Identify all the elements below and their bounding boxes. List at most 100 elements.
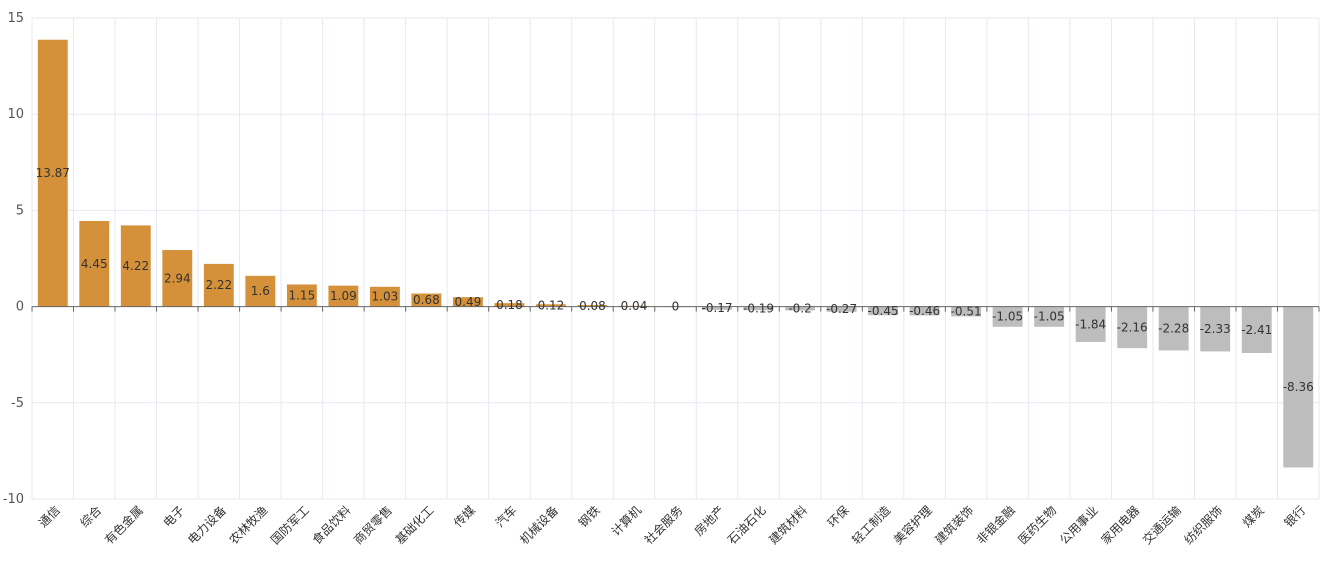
x-tick-label: 轻工制造 xyxy=(849,503,893,547)
data-label: -0.19 xyxy=(743,301,774,315)
data-label: 0.18 xyxy=(496,298,523,312)
x-tick-label: 煤炭 xyxy=(1240,503,1267,530)
bar-电力设备 xyxy=(203,263,234,307)
x-tick-label: 家用电器 xyxy=(1098,503,1143,548)
x-tick-label: 环保 xyxy=(825,503,852,530)
bar-传媒 xyxy=(452,297,483,307)
bar-建筑材料 xyxy=(785,306,815,311)
bar-商贸零售 xyxy=(369,286,400,307)
data-label: -0.51 xyxy=(951,305,982,319)
bar-汽车 xyxy=(494,303,525,307)
x-tick-label: 农林牧渔 xyxy=(227,503,271,547)
x-tick-label: 电力设备 xyxy=(185,503,229,547)
bar-公用事业 xyxy=(1075,306,1106,343)
bar-钢铁 xyxy=(577,305,608,307)
x-tick-label: 食品饮料 xyxy=(309,503,354,548)
y-tick-label: 10 xyxy=(7,107,24,122)
data-label: -2.41 xyxy=(1241,323,1272,337)
data-label: 0.68 xyxy=(413,293,440,307)
data-label: -0.46 xyxy=(909,304,940,318)
y-tick-label: -10 xyxy=(3,492,24,507)
data-label: 1.09 xyxy=(330,289,357,303)
data-label: -0.2 xyxy=(788,302,811,316)
y-tick-label: 0 xyxy=(16,300,24,315)
data-label: 2.94 xyxy=(164,271,191,285)
x-tick-label: 建筑装饰 xyxy=(932,503,977,548)
data-label: -0.17 xyxy=(701,301,732,315)
bar-电子 xyxy=(162,250,193,307)
bar-煤炭 xyxy=(1241,306,1272,353)
bar-纺织服饰 xyxy=(1200,306,1231,352)
data-label: 13.87 xyxy=(36,166,70,180)
bar-食品饮料 xyxy=(328,285,359,307)
bar-美容护理 xyxy=(909,306,940,316)
bar-有色金属 xyxy=(120,225,151,307)
y-axis-tick-labels: 15 10 5 0 -5 -10 xyxy=(3,11,24,507)
bar-农林牧渔 xyxy=(245,275,276,307)
data-label: -2.28 xyxy=(1158,322,1189,336)
bar-机械设备 xyxy=(536,304,566,307)
bars xyxy=(37,39,1314,468)
x-tick-label: 汽车 xyxy=(492,503,520,531)
bar-环保 xyxy=(826,306,857,312)
data-label: 0.49 xyxy=(455,295,482,309)
data-label: 1.15 xyxy=(288,289,315,303)
x-tick-label: 建筑材料 xyxy=(766,503,811,548)
x-tick-label: 美容护理 xyxy=(890,503,935,548)
bar-非银金融 xyxy=(992,306,1023,327)
x-tick-label: 石油石化 xyxy=(725,503,769,547)
bar-房地产 xyxy=(702,306,732,310)
data-label: -1.05 xyxy=(1034,310,1065,324)
x-tick-label: 钢铁 xyxy=(576,503,603,530)
axes xyxy=(31,306,1320,312)
x-tick-label: 医药生物 xyxy=(1015,503,1059,547)
bar-建筑装饰 xyxy=(951,306,982,317)
bar-通信 xyxy=(37,39,68,307)
x-tick-label: 交通运输 xyxy=(1139,503,1184,548)
data-label: -0.45 xyxy=(868,304,899,318)
x-tick-label: 综合 xyxy=(77,503,105,531)
x-tick-label: 国防军工 xyxy=(267,503,312,548)
x-tick-label: 有色金属 xyxy=(101,503,146,548)
x-tick-label: 通信 xyxy=(36,503,63,530)
y-tick-label: 5 xyxy=(16,203,24,218)
x-tick-label: 传媒 xyxy=(450,503,478,531)
x-tick-label: 机械设备 xyxy=(517,503,562,548)
bar-银行 xyxy=(1283,306,1314,468)
data-label: 2.22 xyxy=(205,278,232,292)
data-label: 4.45 xyxy=(81,257,108,271)
x-tick-label: 社会服务 xyxy=(641,503,686,548)
data-label: -1.84 xyxy=(1075,317,1106,331)
x-tick-label: 商贸零售 xyxy=(350,503,395,548)
data-label: 0.08 xyxy=(579,299,606,313)
grid-lines xyxy=(31,17,1320,500)
data-label: 0.04 xyxy=(621,299,648,313)
data-label: 4.22 xyxy=(122,259,149,273)
data-label: -1.05 xyxy=(992,310,1023,324)
y-tick-label: -5 xyxy=(11,396,24,411)
x-tick-label: 计算机 xyxy=(608,503,644,539)
data-label: -2.16 xyxy=(1117,320,1148,334)
y-tick-label: 15 xyxy=(7,11,24,26)
x-tick-label: 房地产 xyxy=(691,503,727,539)
data-label: -0.27 xyxy=(826,302,857,316)
bar-基础化工 xyxy=(411,293,442,307)
bar-石油石化 xyxy=(743,306,774,311)
bar-轻工制造 xyxy=(868,306,899,316)
data-label: -8.36 xyxy=(1283,380,1314,394)
data-label: 0 xyxy=(672,300,680,314)
x-tick-label: 非银金融 xyxy=(973,503,1018,548)
x-tick-label: 银行 xyxy=(1281,503,1308,530)
data-label: 1.03 xyxy=(372,290,399,304)
data-label: -2.33 xyxy=(1200,322,1231,336)
data-label: 1.6 xyxy=(251,284,270,298)
x-tick-label: 电子 xyxy=(161,503,188,530)
bar-国防军工 xyxy=(286,284,317,307)
data-labels: 13.87 4.45 4.22 2.94 2.22 1.6 1.15 1.09 1.03 0.68… xyxy=(36,166,1314,394)
data-label: 0.12 xyxy=(538,298,565,312)
bar-医药生物 xyxy=(1034,306,1065,327)
bar-家用电器 xyxy=(1117,306,1148,349)
x-tick-label: 基础化工 xyxy=(393,503,437,547)
